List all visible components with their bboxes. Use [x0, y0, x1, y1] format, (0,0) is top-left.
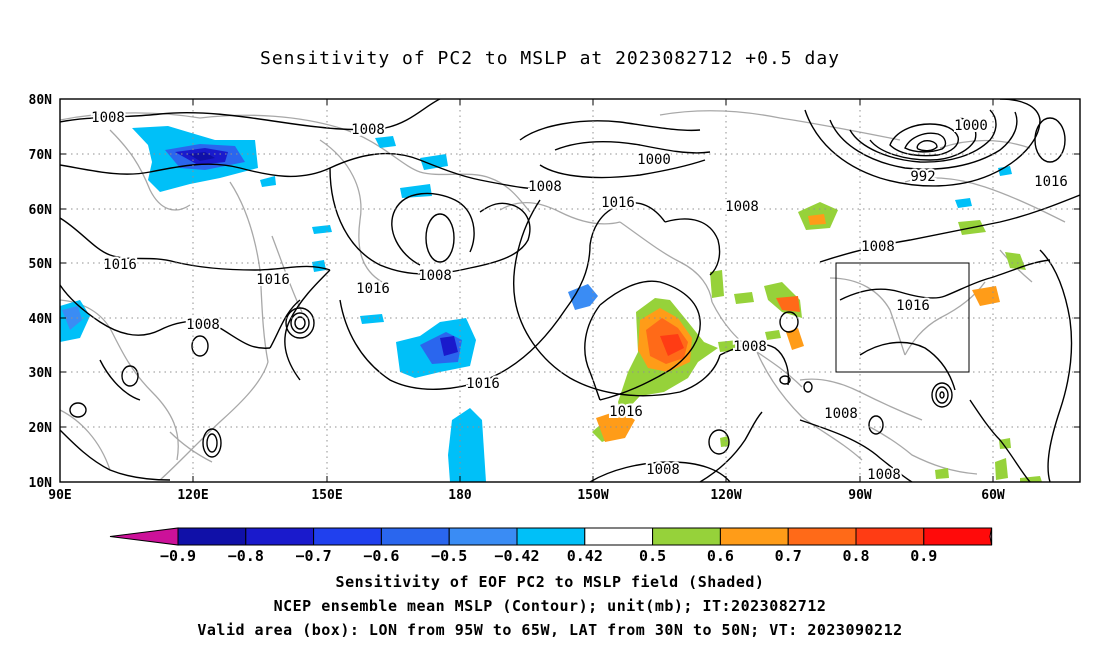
lon-label: 60W — [981, 488, 1005, 503]
axis-ticks — [60, 99, 1080, 482]
lat-label: 60N — [29, 203, 53, 218]
colorbar-swatch — [313, 527, 382, 546]
contour-label: 1008 — [418, 268, 452, 284]
colorbar-swatch — [584, 527, 654, 546]
contour-label: 1016 — [356, 281, 390, 297]
contour-label: 1008 — [528, 179, 562, 195]
latitude-labels: 80N 70N 60N 50N 40N 30N 20N 10N — [29, 93, 53, 491]
contour-label: 1016 — [896, 298, 930, 314]
colorbar-swatch — [923, 527, 993, 546]
colorbar-swatch — [787, 527, 857, 546]
colorbar-swatch — [719, 527, 789, 546]
contour-label: 1008 — [91, 110, 125, 126]
colorbar-right-arrow — [989, 527, 993, 546]
colorbar — [109, 527, 993, 546]
colorbar-labels: −0.9 −0.8 −0.7 −0.6 −0.5 −0.42 0.42 0.5 0.6 0.7 0.… — [160, 547, 937, 565]
map-frame — [59, 98, 1081, 483]
lon-label: 120E — [177, 488, 208, 503]
lon-label: 180 — [448, 488, 472, 503]
colorbar-swatch — [516, 527, 586, 546]
lat-label: 70N — [29, 148, 53, 163]
contour-label: 992 — [910, 169, 935, 185]
colorbar-label: 0.5 — [639, 547, 666, 565]
contour-label: 1016 — [256, 272, 290, 288]
contour-label: 1016 — [103, 257, 137, 273]
lon-label: 150W — [577, 488, 608, 503]
colorbar-label: −0.5 — [431, 547, 467, 565]
lon-label: 150E — [311, 488, 342, 503]
lon-label: 90E — [48, 488, 71, 503]
colorbar-swatch — [380, 527, 450, 546]
colorbar-left-arrow — [109, 527, 179, 546]
colorbar-label: 0.6 — [707, 547, 734, 565]
caption-line-2: NCEP ensemble mean MSLP (Contour); unit(… — [273, 597, 827, 615]
colorbar-label: −0.9 — [160, 547, 196, 565]
lat-label: 10N — [29, 476, 53, 491]
contour-label-group: 1008 1008 1016 1016 1008 1008 1016 1008 … — [89, 108, 1070, 483]
valid-area-box — [835, 262, 970, 373]
lat-label: 40N — [29, 312, 53, 327]
graticule — [60, 99, 1080, 482]
contour-label: 1008 — [733, 339, 767, 355]
contour-label: 1016 — [609, 404, 643, 420]
lon-label: 90W — [848, 488, 872, 503]
colorbar-label: 0.7 — [775, 547, 802, 565]
mslp-contours — [60, 99, 1080, 482]
lat-label: 50N — [29, 257, 53, 272]
map-title: Sensitivity of PC2 to MSLP at 2023082712… — [259, 48, 840, 69]
contour-label: 1008 — [824, 406, 858, 422]
longitude-labels: 90E 120E 150E 180 150W 120W 90W 60W — [48, 488, 1005, 503]
lon-label: 120W — [710, 488, 741, 503]
contour-label: 1008 — [725, 199, 759, 215]
colorbar-swatch — [855, 527, 925, 546]
contour-label: 1008 — [351, 122, 385, 138]
colorbar-label: −0.7 — [296, 547, 332, 565]
contour-label: 1016 — [1034, 174, 1068, 190]
contour-label: 1008 — [646, 462, 680, 478]
colorbar-swatch — [652, 527, 721, 546]
colorbar-swatch — [245, 527, 315, 546]
colorbar-swatch — [448, 527, 518, 546]
contour-label: 1016 — [601, 195, 635, 211]
lat-label: 30N — [29, 366, 53, 381]
contour-label: 1000 — [637, 152, 671, 168]
lat-label: 20N — [29, 421, 53, 436]
colorbar-swatch — [177, 527, 247, 546]
negative-sensitivity-shading — [60, 126, 1012, 482]
colorbar-label: 0.42 — [567, 547, 603, 565]
colorbar-label: −0.6 — [363, 547, 399, 565]
caption-line-3: Valid area (box): LON from 95W to 65W, L… — [197, 621, 903, 639]
colorbar-label: −0.8 — [228, 547, 264, 565]
colorbar-label: −0.42 — [494, 547, 539, 565]
contour-label: 1008 — [861, 239, 895, 255]
caption-line-1: Sensitivity of EOF PC2 to MSLP field (Sh… — [335, 573, 765, 591]
contour-label: 1016 — [466, 376, 500, 392]
contour-label: 1008 — [867, 467, 901, 483]
contour-label: 1008 — [186, 317, 220, 333]
lat-label: 80N — [29, 93, 53, 108]
colorbar-label: 0.8 — [842, 547, 869, 565]
colorbar-label: 0.9 — [910, 547, 937, 565]
contour-label: 1000 — [954, 118, 988, 134]
